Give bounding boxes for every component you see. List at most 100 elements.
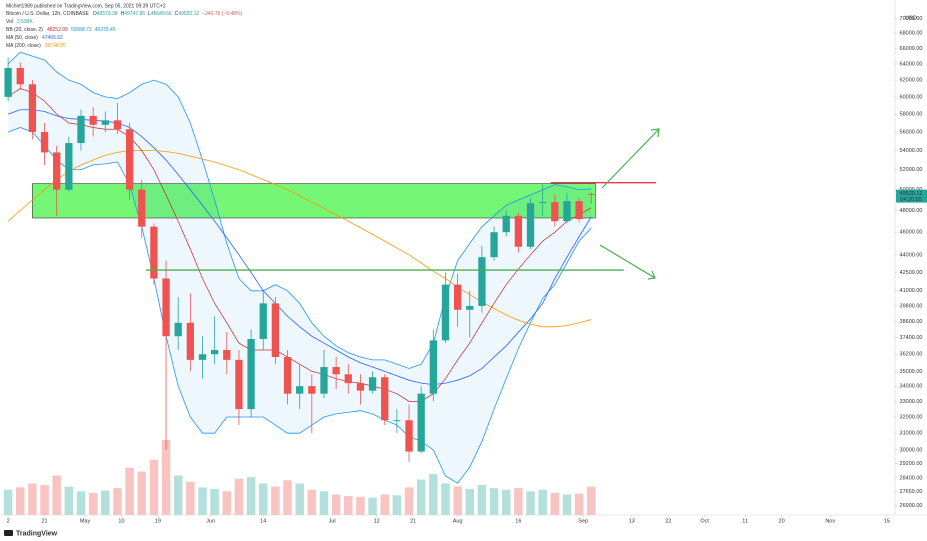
volume-bar	[295, 483, 304, 515]
volume-bar	[526, 491, 535, 515]
price-label-box	[896, 189, 927, 203]
candle-body	[526, 203, 535, 247]
volume-bar	[15, 487, 25, 515]
candle-body	[235, 359, 243, 410]
plot-area	[3, 51, 657, 515]
candle-body	[259, 303, 267, 339]
bb-lower-value: 46375.45	[95, 27, 116, 33]
volume-bar	[538, 489, 547, 515]
volume-bar	[3, 489, 13, 515]
volume-bar	[550, 492, 560, 515]
volume-bar	[453, 486, 462, 515]
x-tick-label: Oct	[700, 518, 709, 524]
bb-fill	[8, 52, 592, 484]
candle-body	[210, 350, 219, 355]
x-tick-label: 19	[155, 518, 161, 524]
candle-body	[174, 322, 182, 337]
candle-body	[502, 215, 510, 233]
y-tick-label: 62000.00	[900, 78, 923, 84]
y-tick-label: 66000.00	[900, 46, 923, 52]
y-tick-label: 34000.00	[900, 384, 923, 390]
x-tick-label: Aug	[453, 518, 463, 524]
candle-body	[113, 120, 122, 130]
volume-bar	[465, 488, 475, 515]
y-tick-label: 64000.00	[900, 61, 923, 67]
y-tick-label: 31000.00	[900, 431, 923, 437]
candle-body	[162, 278, 170, 337]
legend-letter: H	[121, 11, 125, 17]
x-tick-label: Nov	[825, 518, 835, 524]
volume-bar	[392, 495, 402, 515]
candle-body	[453, 284, 462, 310]
y-tick-label: 26900.00	[900, 503, 923, 509]
candle-body	[247, 338, 255, 410]
x-tick-label: 16	[515, 518, 521, 524]
legend-letter: C	[175, 11, 179, 17]
volume-bar	[319, 491, 329, 515]
legend: Michiel1989 published on TradingView.com…	[6, 3, 243, 49]
ma200-name: MA (200, close)	[6, 43, 41, 49]
candle-body	[283, 357, 292, 394]
volume-name: Vol	[6, 19, 13, 25]
y-tick-label: 28400.00	[900, 475, 923, 481]
volume-bar	[52, 475, 61, 515]
y-tick-label: 35000.00	[900, 369, 923, 375]
volume-bar	[368, 497, 377, 515]
y-tick-label: 29200.00	[900, 461, 923, 467]
x-tick-label: 12	[374, 518, 380, 524]
x-tick-label: 11	[742, 518, 748, 524]
y-tick-label: 52000.00	[900, 167, 923, 173]
volume-bar	[489, 488, 499, 515]
candle-body	[138, 189, 146, 227]
arrows	[599, 128, 660, 280]
y-tick-label: 38600.00	[900, 319, 923, 325]
candle-body	[539, 202, 547, 204]
volume-bar	[28, 483, 37, 515]
legend-high: 49747.95	[124, 11, 145, 17]
volume-bar	[173, 475, 183, 515]
ma50-value: 47405.52	[42, 35, 63, 41]
candle-body	[40, 131, 49, 153]
legend-letter: L	[148, 11, 151, 17]
candle-body	[490, 232, 498, 258]
y-tick-label: 44000.00	[900, 252, 923, 258]
candle-body	[296, 386, 304, 394]
volume-bar	[113, 488, 122, 515]
volume-bar	[64, 486, 74, 515]
bb-basis-value: 48252.09	[47, 27, 68, 33]
legend-row: Vol 3.598K	[6, 19, 33, 25]
volume-bar	[587, 486, 596, 515]
volume-bar	[198, 487, 207, 515]
candle-body	[356, 383, 365, 391]
candle-body	[28, 84, 37, 132]
candle-body	[89, 115, 97, 125]
legend-row: Bitcoin / U.S. Dollar, 12h, COINBASE O495…	[6, 11, 243, 17]
volume-bar	[477, 485, 487, 515]
x-tick-label: 2	[7, 518, 10, 524]
volume-bar	[404, 487, 414, 515]
candle-body	[101, 120, 109, 125]
price-label: 49520.12	[900, 191, 923, 197]
candle-body	[4, 67, 12, 97]
legend-row: MA (200, close) 38748.95	[6, 43, 66, 49]
legend-change: −240.76 (−0.49%)	[202, 11, 242, 17]
candle-body	[223, 350, 231, 360]
volume-bar	[356, 496, 365, 515]
volume-bar	[76, 491, 86, 515]
volume-bar	[344, 496, 353, 515]
x-tick-label: 20	[779, 518, 785, 524]
y-tick-label: 36200.00	[900, 352, 923, 358]
y-tick-label: 54000.00	[900, 148, 923, 154]
y-tick-label: 41000.00	[900, 288, 923, 294]
y-tick-label: 46000.00	[900, 230, 923, 236]
volume-bar	[331, 494, 341, 515]
candle-body	[332, 367, 340, 375]
legend-letter: O	[93, 11, 97, 17]
volume-bar	[88, 492, 98, 515]
volume-bar	[271, 486, 280, 515]
volume-value: 3.598K	[17, 19, 34, 25]
legend-open: 49579.38	[97, 11, 118, 17]
y-tick-label: 58000.00	[900, 112, 923, 118]
y-tick-label: 33000.00	[900, 399, 923, 405]
volume-bar	[234, 478, 244, 515]
